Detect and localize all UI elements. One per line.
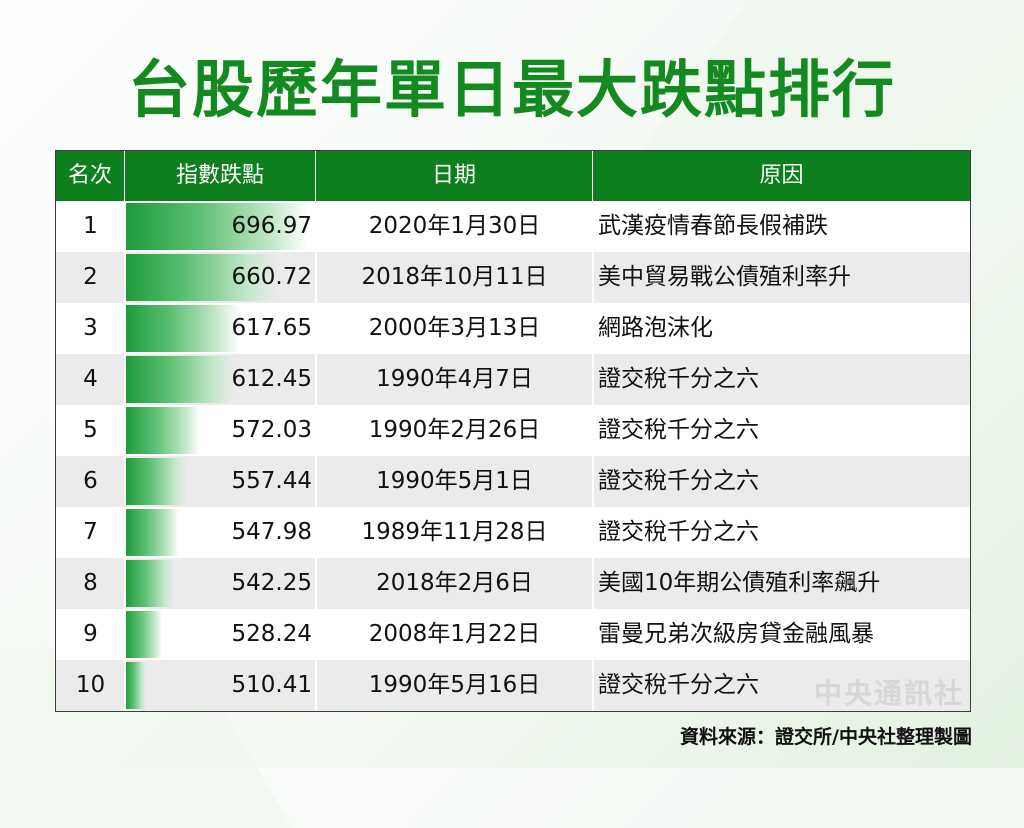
table-row: 9 528.24 2008年1月22日 雷曼兄弟次級房貸金融風暴 <box>56 609 970 660</box>
date-cell: 1990年2月26日 <box>368 417 541 443</box>
rank-cell: 5 <box>83 417 98 443</box>
table-row: 5 572.03 1990年2月26日 證交稅千分之六 <box>56 405 970 456</box>
date-cell: 1990年5月16日 <box>368 672 541 698</box>
date-cell: 2020年1月30日 <box>368 213 541 239</box>
points-value: 542.25 <box>231 570 312 596</box>
chart-title: 台股歷年單日最大跌點排行 <box>127 53 896 126</box>
header-reason: 原因 <box>759 163 804 188</box>
bar-area <box>125 558 315 609</box>
ranking-table: 名次 指數跌點 日期 原因 1 696.97 2020年1月30日 武漢疫情春節長假補… <box>55 150 971 712</box>
value-bar <box>125 356 235 403</box>
value-bar <box>125 662 146 709</box>
watermark-logo: 中央通訊社 <box>813 677 964 710</box>
bar-area <box>125 660 315 711</box>
value-bar <box>125 560 174 607</box>
reason-cell: 證交稅千分之六 <box>598 366 759 392</box>
date-cell: 1990年5月1日 <box>376 468 533 494</box>
bar-area <box>125 303 315 354</box>
table-row: 7 547.98 1989年11月28日 證交稅千分之六 <box>56 507 970 558</box>
reason-cell: 武漢疫情春節長假補跌 <box>598 213 828 239</box>
header-date: 日期 <box>316 151 593 201</box>
rank-cell: 1 <box>83 213 98 239</box>
bar-area <box>125 252 315 303</box>
table-row: 2 660.72 2018年10月11日 美中貿易戰公債殖利率升 <box>56 252 970 303</box>
points-value: 612.45 <box>231 366 312 392</box>
rank-cell: 9 <box>83 621 98 647</box>
value-bar <box>125 305 239 352</box>
reason-cell: 證交稅千分之六 <box>598 519 759 545</box>
table-row: 10 510.41 1990年5月16日 證交稅千分之六 <box>56 660 970 711</box>
value-bar <box>125 509 179 556</box>
value-bar <box>125 254 277 301</box>
rank-cell: 7 <box>83 519 98 545</box>
bar-area <box>125 405 315 456</box>
date-cell: 2018年10月11日 <box>361 264 548 290</box>
table-row: 8 542.25 2018年2月6日 美國10年期公債殖利率飆升 <box>56 558 970 609</box>
reason-cell: 證交稅千分之六 <box>598 672 759 698</box>
rank-cell: 10 <box>75 672 106 698</box>
bar-area <box>125 456 315 507</box>
points-value: 617.65 <box>231 315 312 341</box>
bar-area <box>125 507 315 558</box>
rank-cell: 6 <box>83 468 98 494</box>
value-bar <box>125 458 187 505</box>
table-row: 4 612.45 1990年4月7日 證交稅千分之六 <box>56 354 970 405</box>
bar-area <box>125 354 315 405</box>
points-value: 510.41 <box>231 672 312 698</box>
rank-cell: 3 <box>83 315 98 341</box>
bar-area <box>125 609 315 660</box>
reason-cell: 雷曼兄弟次級房貸金融風暴 <box>598 621 874 647</box>
value-bar <box>125 611 162 658</box>
table-row: 1 696.97 2020年1月30日 武漢疫情春節長假補跌 <box>56 201 970 252</box>
points-value: 528.24 <box>231 621 312 647</box>
reason-cell: 美國10年期公債殖利率飆升 <box>598 570 881 596</box>
rank-cell: 2 <box>83 264 98 290</box>
reason-cell: 證交稅千分之六 <box>598 417 759 443</box>
value-bar <box>125 407 200 454</box>
points-value: 660.72 <box>231 264 312 290</box>
points-value: 696.97 <box>231 213 312 239</box>
source-note: 資料來源：證交所/中央社整理製圖 <box>680 726 972 748</box>
reason-cell: 證交稅千分之六 <box>598 468 759 494</box>
points-value: 557.44 <box>231 468 312 494</box>
table-row: 6 557.44 1990年5月1日 證交稅千分之六 <box>56 456 970 507</box>
header-rank: 名次 <box>56 151 125 201</box>
reason-cell: 美中貿易戰公債殖利率升 <box>598 264 851 290</box>
table-row: 3 617.65 2000年3月13日 網路泡沫化 <box>56 303 970 354</box>
bar-area <box>125 201 315 252</box>
points-value: 572.03 <box>231 417 312 443</box>
value-bar <box>125 203 308 250</box>
rank-cell: 8 <box>83 570 98 596</box>
date-cell: 1989年11月28日 <box>361 519 548 545</box>
date-cell: 1990年4月7日 <box>376 366 533 392</box>
column-divider <box>124 201 126 711</box>
reason-cell: 網路泡沫化 <box>598 315 713 341</box>
column-divider <box>592 201 594 711</box>
points-value: 547.98 <box>231 519 312 545</box>
date-cell: 2000年3月13日 <box>368 315 541 341</box>
date-cell: 2008年1月22日 <box>368 621 541 647</box>
date-cell: 2018年2月6日 <box>376 570 533 596</box>
column-divider <box>315 201 317 711</box>
header-points: 指數跌點 <box>125 151 316 201</box>
table-header: 名次 指數跌點 日期 原因 <box>56 151 970 201</box>
rank-cell: 4 <box>83 366 98 392</box>
